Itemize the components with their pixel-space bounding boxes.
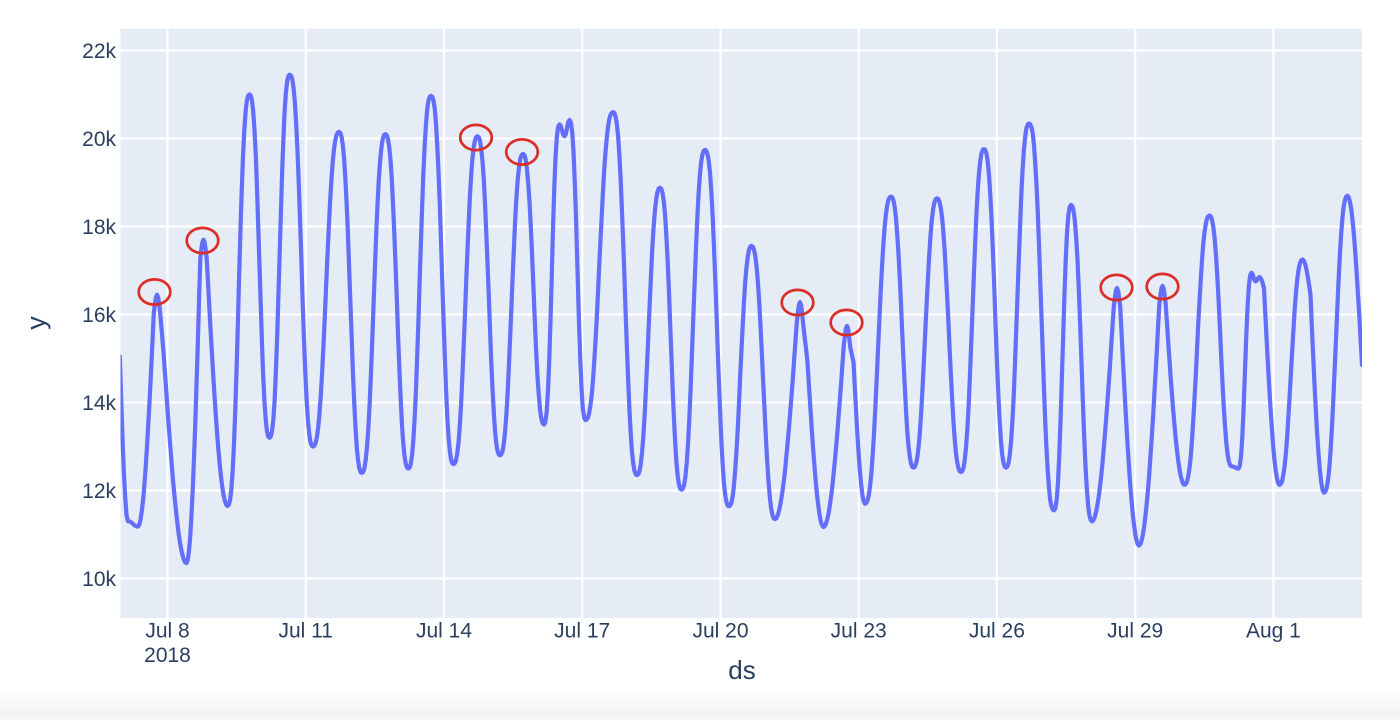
svg-text:Jul 14: Jul 14 [416,620,472,643]
svg-text:Jul 23: Jul 23 [831,620,887,643]
svg-text:18k: 18k [82,216,116,239]
svg-text:Jul 11: Jul 11 [278,620,332,643]
svg-text:20k: 20k [82,128,116,151]
svg-text:Aug 1: Aug 1 [1246,620,1301,643]
svg-text:Jul 20: Jul 20 [692,620,748,643]
svg-text:14k: 14k [82,392,116,415]
svg-text:12k: 12k [82,480,116,503]
svg-text:22k: 22k [82,40,116,63]
svg-text:10k: 10k [82,568,116,591]
svg-text:Jul 8: Jul 8 [145,620,189,643]
svg-text:2018: 2018 [144,644,191,667]
svg-text:Jul 29: Jul 29 [1107,620,1163,643]
svg-text:Jul 17: Jul 17 [554,620,610,643]
svg-text:y: y [21,316,51,330]
svg-text:ds: ds [728,655,755,685]
svg-text:Jul 26: Jul 26 [969,620,1025,643]
svg-text:16k: 16k [82,304,116,327]
